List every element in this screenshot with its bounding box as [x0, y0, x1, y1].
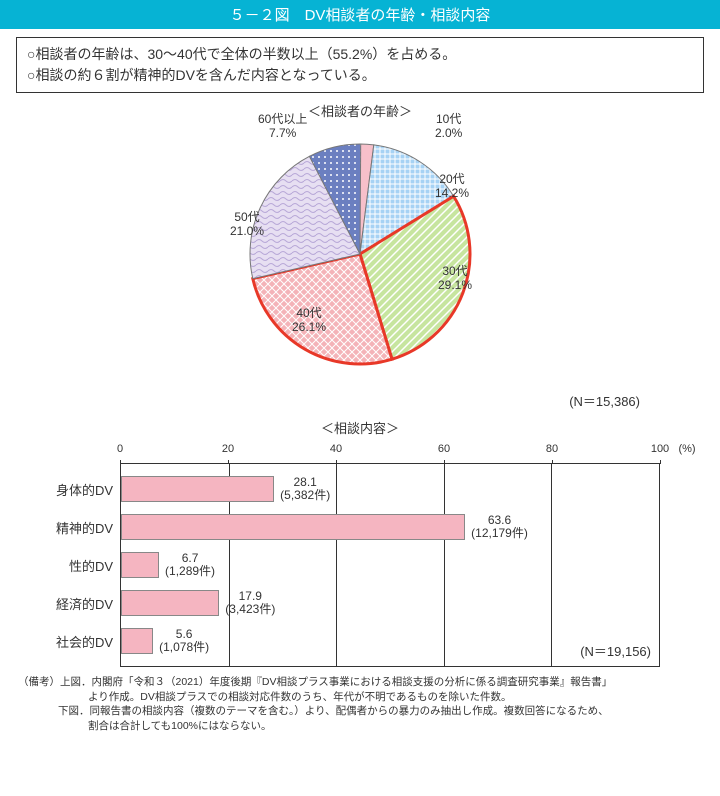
- bar-row: 性的DV6.7(1,289件): [121, 546, 659, 584]
- bar-category: 経済的DV: [41, 594, 113, 613]
- pie-label: 20代14.2%: [435, 172, 469, 201]
- bar-row: 精神的DV63.6(12,179件): [121, 508, 659, 546]
- pie-title: ＜相談者の年齢＞: [0, 101, 720, 120]
- pie-chart: 10代2.0%20代14.2%30代29.1%40代26.1%50代21.0%6…: [220, 124, 500, 387]
- bar-value: 17.9(3,423件): [225, 590, 275, 616]
- bar-row: 社会的DV5.6(1,078件): [121, 622, 659, 660]
- bar-value: 6.7(1,289件): [165, 552, 215, 578]
- bar-chart: 020406080100(%) (N＝19,156) 身体的DV28.1(5,3…: [40, 445, 680, 667]
- bar-area: (N＝19,156) 身体的DV28.1(5,382件)精神的DV63.6(12…: [120, 464, 660, 667]
- bar: [121, 476, 274, 502]
- axis-tick: 20: [222, 443, 234, 455]
- bar-category: 社会的DV: [41, 632, 113, 651]
- pie-section: ＜相談者の年齢＞ 10代2.0% 20代14.2% 30代29.1% 40代26.1%…: [0, 101, 720, 410]
- bar-section: ＜相談内容＞ 0 20 40 60 80 100 (%) (N＝19,156) 身体的DV2…: [0, 418, 720, 667]
- bar: [121, 514, 465, 540]
- bar-row: 身体的DV28.1(5,382件): [121, 470, 659, 508]
- axis-tick: 80: [546, 443, 558, 455]
- pie-label: 60代以上7.7%: [258, 112, 307, 141]
- axis-tick: 0: [117, 443, 123, 455]
- bar-category: 身体的DV: [41, 480, 113, 499]
- bar-category: 精神的DV: [41, 518, 113, 537]
- bar-value: 28.1(5,382件): [280, 476, 330, 502]
- axis-tick: 40: [330, 443, 342, 455]
- bar-category: 性的DV: [41, 556, 113, 575]
- axis-tick: 60: [438, 443, 450, 455]
- bar-row: 経済的DV17.9(3,423件): [121, 584, 659, 622]
- bar-value: 5.6(1,078件): [159, 628, 209, 654]
- bar: [121, 628, 153, 654]
- pie-label: 40代26.1%: [292, 306, 326, 335]
- note-1b: より作成。DV相談プラスでの相談対応件数のうち、年代が不明であるものを除いた件数…: [88, 691, 512, 703]
- page-title: ５－２図 DV相談者の年齢・相談内容: [0, 0, 720, 29]
- note-1a: 上図．内閣府「令和３（2021）年度後期『DV相談プラス事業における相談支援の分…: [60, 676, 612, 688]
- gridline: [551, 464, 552, 666]
- summary-line-2: ○相談の約６割が精神的DVを含んだ内容となっている。: [27, 65, 693, 86]
- bar: [121, 590, 219, 616]
- summary-line-1: ○相談者の年齢は、30～40代で全体の半数以上（55.2%）を占める。: [27, 44, 693, 65]
- bar-title: ＜相談内容＞: [0, 418, 720, 437]
- pie-label: 10代2.0%: [435, 112, 462, 141]
- axis-unit: (%): [678, 443, 695, 455]
- bar-axis: 020406080100(%): [120, 445, 660, 464]
- notes: （備考）上図．内閣府「令和３（2021）年度後期『DV相談プラス事業における相談…: [18, 675, 702, 734]
- axis-tick: 100: [651, 443, 669, 455]
- pie-label: 30代29.1%: [438, 264, 472, 293]
- notes-prefix: （備考）: [18, 676, 60, 688]
- bar-value: 63.6(12,179件): [471, 514, 528, 540]
- bar: [121, 552, 159, 578]
- note-2b: 割合は合計しても100%にはならない。: [88, 720, 272, 732]
- note-2a: 下図．同報告書の相談内容（複数のテーマを含む。）より、配偶者からの暴力のみ抽出し…: [58, 705, 609, 717]
- pie-label: 50代21.0%: [230, 210, 264, 239]
- summary-box: ○相談者の年齢は、30～40代で全体の半数以上（55.2%）を占める。 ○相談の…: [16, 37, 704, 93]
- pie-sample: (N＝15,386): [0, 391, 720, 410]
